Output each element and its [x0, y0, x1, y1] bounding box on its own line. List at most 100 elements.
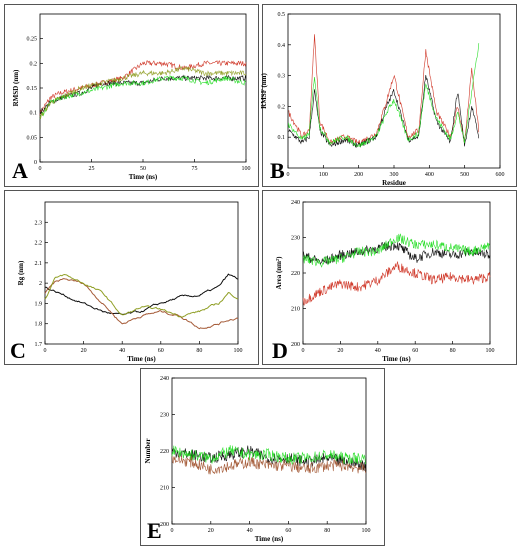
chart-c: 0 20 40 60 80 100 1.7 1.8 1.9 2 2.1 2.2 2.3 Time (ns)…	[17, 201, 243, 363]
series-line-d-red	[302, 260, 491, 306]
x-tick-label-b-6: 600	[496, 172, 505, 178]
x-tick-label-e-0: 0	[171, 528, 174, 534]
x-axis-label-a: Time (ns)	[129, 173, 158, 181]
y-tick-label-d-4: 240	[291, 200, 300, 206]
x-tick-label-a-0: 0	[39, 166, 42, 172]
y-tick-label-e-0: 200	[160, 522, 169, 528]
x-tick-label-e-2: 40	[247, 528, 253, 534]
series-line-a-olive	[39, 66, 247, 119]
panel-letter-e: E	[147, 518, 162, 543]
series-line-e-brown	[171, 454, 367, 475]
x-tick-label-e-3: 60	[285, 528, 291, 534]
y-tick-label-b-1: 0.2	[278, 104, 286, 110]
x-tick-label-d-5: 100	[486, 348, 495, 354]
y-tick-label-a-3: 0.15	[27, 86, 38, 92]
x-axis-label-c: Time (ns)	[127, 355, 156, 363]
series-line-e-black	[171, 445, 367, 472]
x-tick-label-e-4: 80	[324, 528, 330, 534]
plot-area-a	[39, 13, 247, 163]
x-axis-label-d: Time (ns)	[382, 355, 411, 363]
x-tick-label-b-1: 100	[319, 172, 328, 178]
panel-letter-c: C	[10, 338, 26, 363]
y-tick-label-b-2: 0.3	[278, 74, 286, 80]
x-tick-label-b-2: 200	[354, 172, 363, 178]
y-tick-label-b-3: 0.4	[278, 43, 286, 49]
x-tick-label-d-1: 20	[337, 348, 343, 354]
y-tick-label-a-4: 0.2	[30, 61, 38, 67]
x-tick-label-a-1: 25	[89, 166, 95, 172]
y-tick-label-c-1: 1.8	[35, 322, 43, 328]
plot-area-c	[44, 201, 239, 345]
chart-b: 0 100 200 300 400 500 600 0.1 0.2 0.3 0.4 0.5 Residu…	[260, 12, 505, 187]
x-tick-label-c-4: 80	[196, 348, 202, 354]
panel-a-frame	[4, 4, 259, 187]
y-tick-label-d-3: 230	[291, 236, 300, 242]
y-tick-label-a-2: 0.1	[30, 111, 38, 117]
chart-a: 0 25 50 75 100 0 0.05 0.1 0.15 0.2 0.25 Time (ns) RM…	[12, 13, 251, 181]
y-tick-label-e-2: 220	[160, 449, 169, 455]
x-tick-label-e-5: 100	[362, 528, 371, 534]
y-axis-label-d: Area (nm²)	[275, 256, 283, 290]
y-tick-label-c-2: 1.9	[35, 301, 43, 307]
y-tick-label-a-1: 0.05	[27, 135, 38, 141]
x-tick-label-a-4: 100	[242, 166, 251, 172]
chart-e: 0 20 40 60 80 100 200 210 220 230 240 Time (ns) Numb…	[144, 376, 371, 543]
series-line-a-black	[39, 74, 247, 115]
y-axis-label-e: Number	[144, 439, 152, 464]
series-line-b-green	[288, 43, 480, 148]
x-tick-label-e-1: 20	[208, 528, 214, 534]
y-tick-label-c-6: 2.3	[35, 220, 43, 226]
series-line-d-black	[302, 241, 491, 265]
y-axis-label-c: Rg (nm)	[17, 260, 25, 285]
series-line-c-brown	[44, 278, 239, 330]
x-tick-label-c-3: 60	[158, 348, 164, 354]
y-tick-label-d-1: 210	[291, 307, 300, 313]
x-tick-label-b-5: 500	[460, 172, 469, 178]
x-tick-label-a-2: 50	[140, 166, 146, 172]
y-axis-label-a: RMSD (nm)	[12, 69, 20, 106]
y-tick-label-c-4: 2.1	[35, 261, 43, 267]
y-tick-label-e-3: 230	[160, 413, 169, 419]
panel-c-frame	[4, 190, 259, 365]
plot-area-d	[302, 201, 491, 345]
x-axis-label-b: Residue	[382, 179, 406, 187]
x-tick-label-b-3: 300	[390, 172, 399, 178]
x-tick-label-a-3: 75	[192, 166, 198, 172]
y-tick-label-c-3: 2	[39, 281, 42, 287]
chart-d: 0 20 40 60 80 100 200 210 220 230 240 Time (ns) Area…	[275, 200, 495, 363]
x-axis-label-e: Time (ns)	[255, 535, 284, 543]
x-tick-label-b-0: 0	[287, 172, 290, 178]
series-line-e-green	[171, 445, 367, 465]
y-tick-label-d-2: 220	[291, 271, 300, 277]
panel-d-frame	[262, 190, 517, 365]
x-tick-label-d-3: 60	[412, 348, 418, 354]
panel-letter-b: B	[270, 158, 285, 183]
panel-letter-d: D	[272, 338, 288, 363]
x-tick-label-d-2: 40	[375, 348, 381, 354]
series-line-a-red	[39, 60, 247, 116]
x-tick-label-d-0: 0	[302, 348, 305, 354]
y-tick-label-c-0: 1.7	[35, 342, 43, 348]
y-tick-label-a-0: 0	[34, 160, 37, 166]
y-tick-label-d-0: 200	[291, 342, 300, 348]
series-line-c-black	[45, 273, 239, 315]
y-axis-label-b: RMSF (nm)	[260, 72, 268, 108]
x-tick-label-d-4: 80	[450, 348, 456, 354]
y-tick-label-c-5: 2.2	[35, 241, 43, 247]
x-tick-label-b-4: 400	[425, 172, 434, 178]
x-tick-label-c-0: 0	[44, 348, 47, 354]
y-tick-label-b-4: 0.5	[278, 12, 286, 18]
series-line-b-red	[288, 34, 480, 146]
x-tick-label-c-2: 40	[119, 348, 125, 354]
panel-letter-a: A	[12, 158, 28, 183]
x-tick-label-c-5: 100	[234, 348, 243, 354]
plot-area-e	[171, 377, 367, 525]
y-tick-label-e-1: 210	[160, 486, 169, 492]
y-tick-label-e-4: 240	[160, 376, 169, 382]
y-tick-label-b-0: 0.1	[278, 135, 286, 141]
y-tick-label-a-5: 0.25	[27, 37, 38, 43]
series-line-d-green	[302, 233, 491, 268]
series-line-c-olive	[44, 273, 239, 318]
x-tick-label-c-1: 20	[81, 348, 87, 354]
